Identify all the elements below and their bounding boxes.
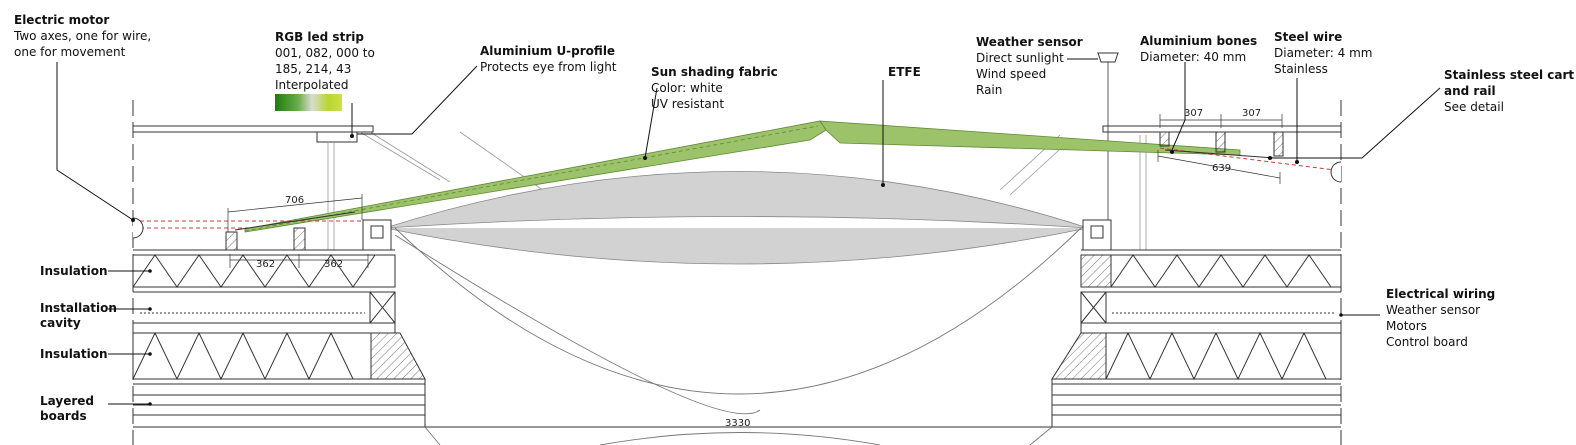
weather-sensor-line-2: Wind speed (976, 67, 1047, 81)
motor-symbols (132, 161, 1342, 239)
layer-installation-cavity: Installation cavity (40, 301, 117, 331)
steel-wire-line-1: Diameter: 4 mm (1274, 46, 1373, 60)
dim-362-a: 362 (256, 259, 275, 270)
layer-installation-cavity-2: cavity (40, 316, 81, 330)
weather-sensor-line-1: Direct sunlight (976, 51, 1064, 65)
sun-fabric-label: Sun shading fabric Color: white UV resis… (651, 64, 778, 112)
left-cart-blocks (225, 219, 392, 251)
etfe-cushion (383, 171, 1090, 265)
etfe-title: ETFE (888, 65, 921, 79)
etfe-label: ETFE (888, 64, 921, 80)
electrical-wiring-line-3: Control board (1386, 335, 1468, 349)
dim-706: 706 (285, 195, 304, 206)
weather-sensor-title: Weather sensor (976, 35, 1083, 49)
layer-layered-boards: Layered boards (40, 394, 94, 424)
electric-motor-line-1: Two axes, one for wire, (14, 29, 152, 43)
leader-lines (56, 58, 1441, 405)
rgb-led-label: RGB led strip 001, 082, 000 to 185, 214,… (275, 29, 375, 93)
sun-shading-fabric (244, 120, 1241, 233)
layer-insulation-bottom: Insulation (40, 347, 108, 361)
weather-sensor-label: Weather sensor Direct sunlight Wind spee… (976, 34, 1083, 98)
u-profile-line-1: Protects eye from light (480, 60, 617, 74)
weather-sensor-symbol (1097, 52, 1119, 63)
electric-motor-title: Electric motor (14, 13, 110, 27)
weather-sensor-line-3: Rain (976, 83, 1003, 97)
led-strip-line (234, 149, 1276, 231)
led-gradient-swatch (275, 94, 342, 111)
sun-fabric-line-2: UV resistant (651, 97, 725, 111)
u-profile-title: Aluminium U-profile (480, 44, 616, 58)
steel-wire-label: Steel wire Diameter: 4 mm Stainless (1274, 29, 1373, 77)
electrical-wiring-label: Electrical wiring Weather sensor Motors … (1386, 286, 1495, 350)
layer-layered-boards-1: Layered (40, 394, 94, 408)
steel-wire-title: Steel wire (1274, 30, 1343, 44)
sun-fabric-line-1: Color: white (651, 81, 723, 95)
al-bones-title: Aluminium bones (1140, 34, 1258, 48)
rgb-led-line-3: Interpolated (275, 78, 349, 92)
electrical-wiring-title: Electrical wiring (1386, 287, 1496, 301)
layer-insulation-top: Insulation (40, 264, 108, 278)
electrical-wiring-line-1: Weather sensor (1386, 303, 1481, 317)
electric-motor-line-2: one for movement (14, 45, 126, 59)
al-bones-label: Aluminium bones Diameter: 40 mm (1140, 33, 1257, 65)
right-cart-blocks (1082, 131, 1284, 251)
rgb-led-line-2: 185, 214, 43 (275, 62, 352, 76)
rgb-led-line-1: 001, 082, 000 to (275, 46, 375, 60)
cart-rail-title-2: and rail (1444, 84, 1496, 98)
dim-639: 639 (1212, 163, 1231, 174)
leader-dots (131, 134, 1343, 406)
u-profile-label: Aluminium U-profile Protects eye from li… (480, 43, 617, 75)
electrical-wiring-line-2: Motors (1386, 319, 1427, 333)
dimension-lines (227, 114, 1283, 268)
cart-rail-label: Stainless steel cart and rail See detail (1444, 67, 1574, 115)
dim-362-b: 362 (324, 259, 343, 270)
electric-motor-label: Electric motor Two axes, one for wire, o… (14, 12, 151, 60)
layer-installation-cavity-1: Installation (40, 301, 117, 315)
layer-layered-boards-2: boards (40, 409, 87, 423)
dim-3330: 3330 (725, 418, 750, 429)
dim-307-b: 307 (1242, 108, 1261, 119)
rgb-led-title: RGB led strip (275, 30, 364, 44)
steel-wire-line-2: Stainless (1274, 62, 1328, 76)
sun-fabric-title: Sun shading fabric (651, 65, 778, 79)
opening-curves (394, 227, 1082, 445)
al-bones-line-1: Diameter: 40 mm (1140, 50, 1247, 64)
dim-307-a: 307 (1184, 108, 1203, 119)
right-wall-layers (1051, 249, 1342, 427)
cart-rail-line-1: See detail (1444, 100, 1504, 114)
cart-rail-title-1: Stainless steel cart (1444, 68, 1575, 82)
